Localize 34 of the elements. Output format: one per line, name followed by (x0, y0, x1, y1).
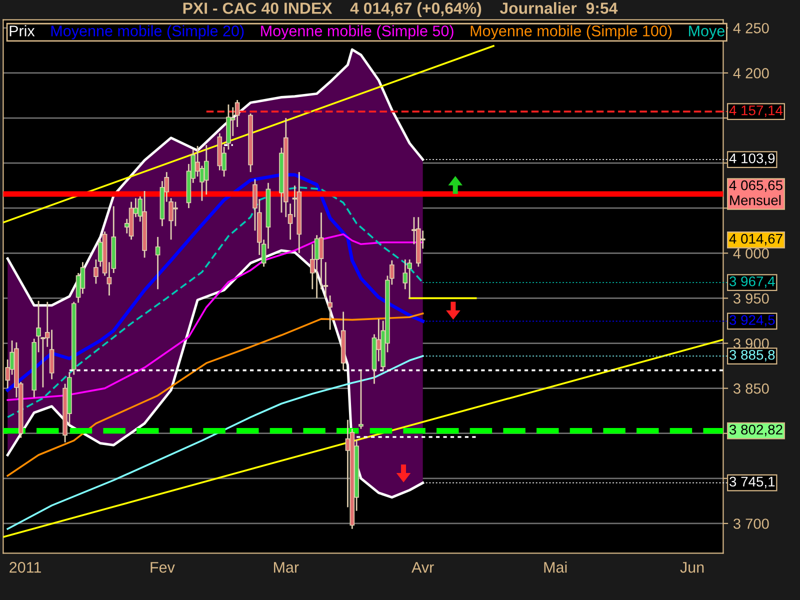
candlestick (155, 236, 160, 290)
x-tick-label: Jun (680, 562, 704, 573)
data-label: 4 157,14 (729, 106, 783, 117)
x-tick-label: 2011 (10, 562, 41, 573)
ref-line-label: 4 065,65 Mensuel (729, 180, 782, 206)
y-tick-label: 4 000 (733, 248, 769, 259)
candlestick (358, 370, 364, 430)
candlestick (328, 294, 332, 330)
text: Moyenne mobile (Simple 50) (261, 25, 454, 40)
line-series (6, 312, 424, 477)
y-tick-label: 3 950 (733, 293, 769, 304)
x-tick-label: Mai (544, 562, 567, 573)
text: Moyenne mobile (Simple 20) (51, 25, 244, 40)
chart-title: PXI - CAC 40 INDEX 4 014,67 (+0,64%) Journalier 9:54 (183, 2, 618, 18)
y-tick-label: 3 850 (733, 383, 769, 394)
text: 4 014,67 (729, 234, 782, 246)
x-tick-label: Mar (274, 562, 299, 573)
text: Moye (689, 26, 724, 40)
candlestick (49, 329, 54, 380)
ref-line-label: 3 802,82 (729, 424, 782, 436)
data-label: 3 967,4 (729, 276, 775, 288)
y-tick-label: 4 250 (733, 23, 769, 34)
data-label: 4 103,9 (729, 153, 775, 165)
data-label: 3 745,1 (729, 476, 775, 488)
legend-title: Prix (10, 25, 35, 36)
candlestick (407, 258, 412, 299)
x-tick-label: Fev (150, 562, 175, 573)
line-series (6, 233, 424, 401)
text: Moyenne mobile (Simple 100) (470, 25, 672, 40)
y-tick-label: 4 200 (733, 68, 769, 78)
y-tick-label: 3 700 (733, 518, 769, 529)
data-label: 3 924,5 (729, 315, 775, 327)
x-tick-label: Avr (412, 562, 434, 573)
data-label: 3 885,8 (729, 350, 775, 362)
